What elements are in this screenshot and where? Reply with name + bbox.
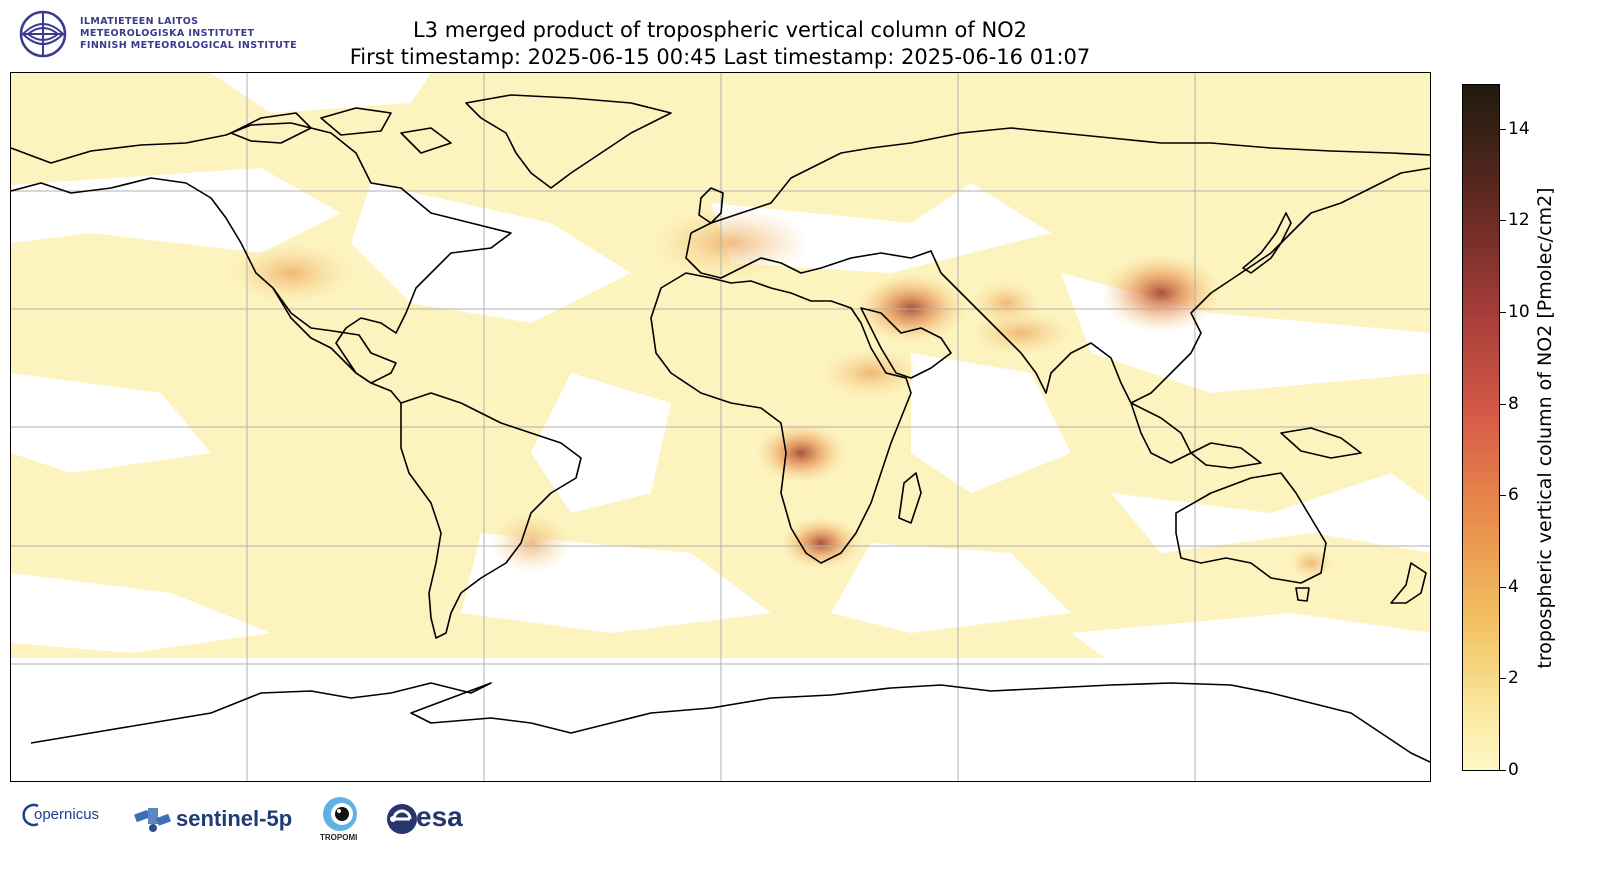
coast-new-zealand — [1390, 562, 1427, 604]
colorbar — [1462, 84, 1500, 771]
no2-world-map — [10, 72, 1431, 782]
coast-arabia — [860, 307, 952, 379]
colorbar-tick — [1500, 587, 1506, 588]
esa-text: esa — [416, 801, 463, 832]
fmi-emblem-icon — [19, 10, 67, 58]
map-title: L3 merged product of tropospheric vertic… — [412, 18, 1028, 42]
colorbar-tick — [1500, 770, 1506, 771]
fmi-name-line: METEOROLOGISKA INSTITUTET — [80, 28, 255, 39]
copernicus-c-icon — [22, 803, 39, 827]
tropomi-logo: TROPOMI — [318, 796, 364, 844]
fmi-name-line: ILMATIETEEN LAITOS — [80, 16, 199, 27]
coast-australia — [1175, 472, 1327, 584]
colorbar-tick — [1500, 404, 1506, 405]
coastlines — [11, 94, 1430, 763]
coast-antarctica — [30, 682, 1430, 763]
coast-madagascar — [898, 472, 922, 524]
colorbar-tick — [1500, 678, 1506, 679]
gridlines — [11, 73, 1430, 781]
colorbar-tick-label: 2 — [1508, 668, 1519, 688]
sentinel-text: sentinel-5p — [176, 806, 293, 831]
colorbar-tick-label: 12 — [1508, 210, 1530, 230]
colorbar-tick-label: 14 — [1508, 119, 1530, 139]
coast-southeast-asia — [1130, 402, 1192, 464]
colorbar-tick — [1500, 129, 1506, 130]
colorbar-tick — [1500, 220, 1506, 221]
copernicus-text: opernicus — [34, 806, 100, 823]
colorbar-tick-label: 6 — [1508, 485, 1519, 505]
colorbar-tick — [1500, 312, 1506, 313]
sentinel-5p-logo: sentinel-5p — [132, 798, 302, 838]
tropomi-eye-icon — [323, 797, 357, 831]
map-canvas — [11, 73, 1430, 781]
colorbar-tick-label: 0 — [1508, 760, 1519, 780]
map-subtitle: First timestamp: 2025-06-15 00:45 Last t… — [349, 45, 1091, 69]
coast-japan — [1242, 212, 1292, 274]
esa-emblem-icon — [387, 804, 417, 834]
fmi-logo: ILMATIETEEN LAITOS METEOROLOGISKA INSTIT… — [18, 10, 308, 62]
coast-greenland — [465, 94, 672, 189]
coast-south-america — [400, 392, 582, 639]
colorbar-label-text: tropospheric vertical column of NO2 [Pmo… — [1534, 187, 1556, 669]
tropomi-text: TROPOMI — [320, 833, 358, 842]
coast-central-america — [272, 287, 402, 404]
fmi-name: ILMATIETEEN LAITOS METEOROLOGISKA INSTIT… — [80, 16, 297, 52]
esa-logo: esa — [386, 800, 486, 838]
colorbar-tick — [1500, 495, 1506, 496]
coast-africa — [650, 272, 912, 564]
satellite-icon — [134, 808, 171, 832]
coast-asia — [940, 167, 1430, 404]
fmi-name-line: FINNISH METEOROLOGICAL INSTITUTE — [80, 40, 298, 51]
colorbar-tick-label: 10 — [1508, 302, 1530, 322]
coast-europe — [690, 127, 1430, 234]
no-data-gaps — [11, 73, 1430, 663]
colorbar-tick-label: 8 — [1508, 394, 1519, 414]
colorbar-tick-label: 4 — [1508, 577, 1519, 597]
coast-tasmania — [1295, 587, 1310, 602]
coast-uk — [698, 187, 724, 224]
copernicus-logo: opernicus — [22, 800, 112, 830]
